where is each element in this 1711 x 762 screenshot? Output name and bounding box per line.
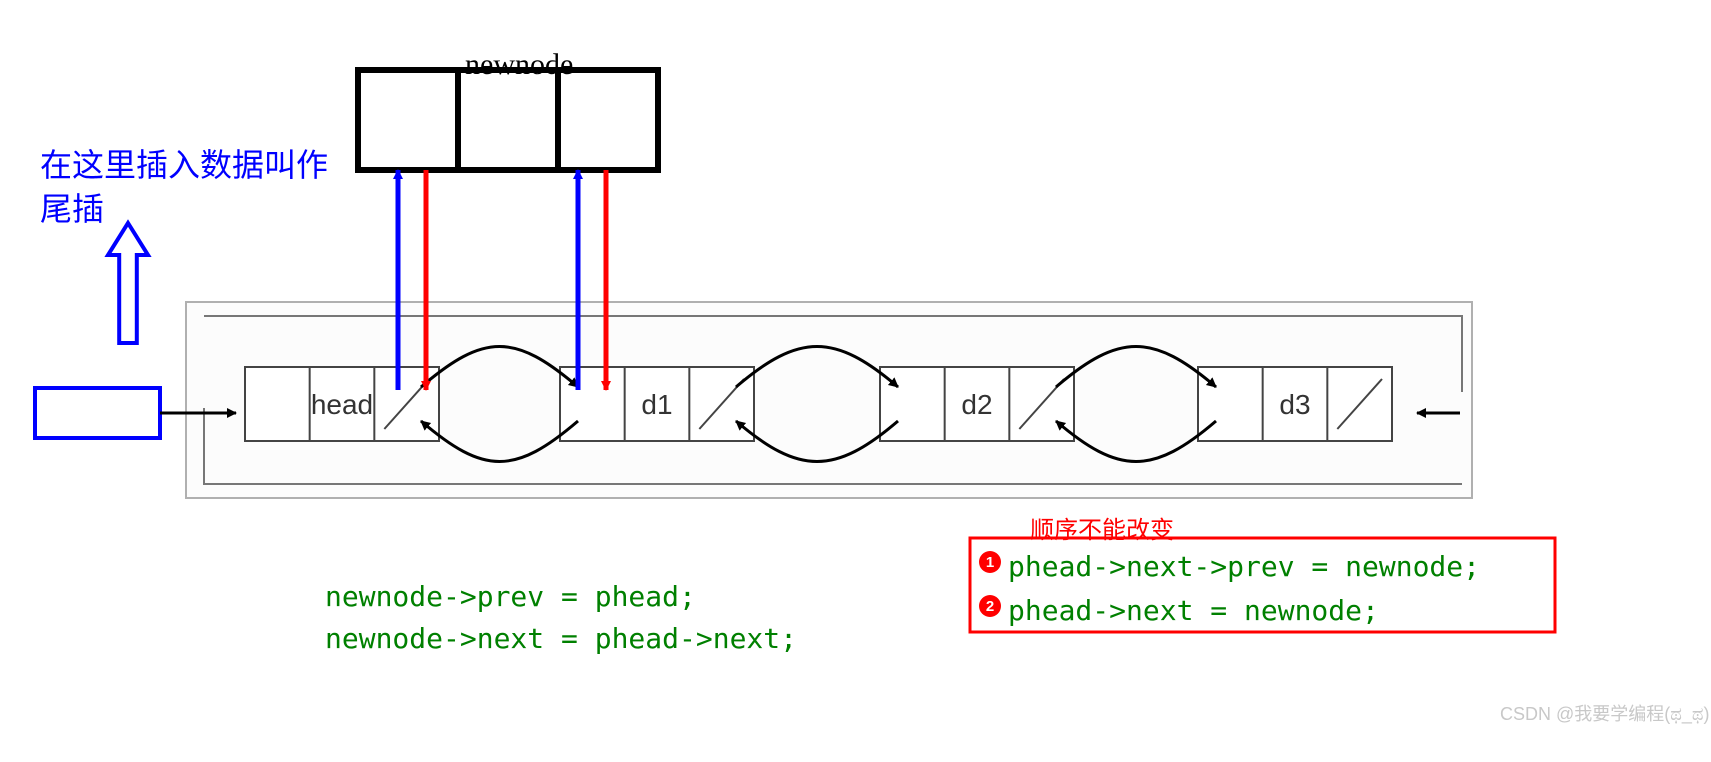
code-left-line2: newnode->next = phead->next; [325,622,797,655]
newnode-box [358,70,658,170]
code-right-line1: phead->next->prev = newnode; [1008,550,1480,583]
svg-text:1: 1 [986,554,994,571]
node-label-d2: d2 [961,389,992,420]
svg-text:2: 2 [986,598,994,615]
watermark-text: CSDN @我要学编程(ಥ_ಥ) [1500,700,1710,726]
entry-box [35,388,160,438]
newnode-label: newnode [465,48,573,82]
code-left-line1: newnode->prev = phead; [325,580,696,613]
hollow-up-arrow [108,223,148,343]
diagram-canvas: head d1 d2 d3 1 2 [0,0,1711,762]
insert-text-line1: 在这里插入数据叫作 [40,140,328,186]
code-right-line2: phead->next = newnode; [1008,594,1379,627]
node-label-head: head [311,389,373,420]
order-warning: 顺序不能改变 [1030,510,1174,545]
node-label-d3: d3 [1279,389,1310,420]
insert-text-line2: 尾插 [40,184,104,230]
node-label-d1: d1 [641,389,672,420]
